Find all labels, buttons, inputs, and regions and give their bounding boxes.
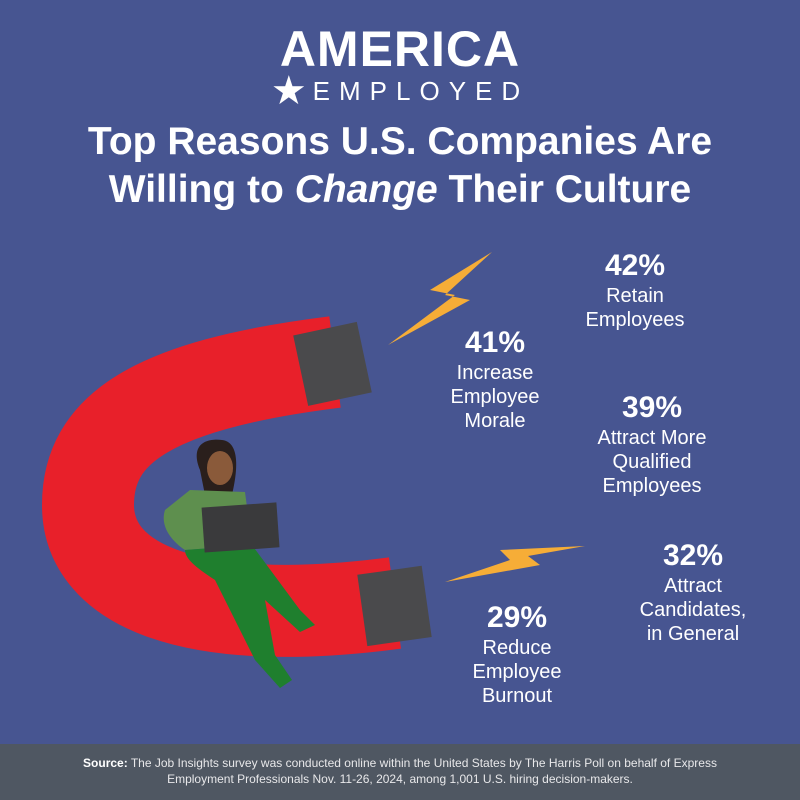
- stat-label: in General: [646, 623, 740, 645]
- title-line-1: Top Reasons U.S. Companies Are: [87, 120, 713, 163]
- stat-label: Burnout: [481, 685, 553, 707]
- stat-attract-qualified: 39% Attract More Qualified Employees: [582, 390, 722, 498]
- stat-percent: 39%: [621, 391, 683, 424]
- stat-label: Reduce: [482, 637, 552, 659]
- stat-retain-employees: 42% Retain Employees: [565, 248, 705, 332]
- stat-increase-morale: 41% Increase Employee Morale: [425, 325, 565, 433]
- stat-label: Candidates,: [639, 599, 747, 621]
- stat-percent: 29%: [486, 601, 548, 634]
- logo: AMERICA ★ EMPLOYED: [0, 21, 800, 113]
- lightning-bolt-icon: [388, 252, 492, 345]
- title-text: Willing to: [108, 168, 295, 211]
- magnet-bottom-cap: [357, 565, 432, 647]
- title-emphasis: Change: [294, 168, 438, 211]
- stat-label: Attract: [664, 575, 722, 597]
- stat-label: Employees: [602, 475, 702, 497]
- magnet-top-cap: [293, 321, 372, 406]
- lightning-bolt-icon: [445, 546, 585, 582]
- stat-percent: 32%: [662, 539, 724, 572]
- stat-label: Employee: [472, 661, 562, 683]
- stat-label: Increase: [456, 362, 534, 384]
- star-icon: ★: [270, 69, 307, 113]
- stat-label: Employee: [450, 386, 540, 408]
- stat-percent: 41%: [464, 326, 526, 359]
- stat-label: Retain: [606, 285, 664, 307]
- source-footer: Source: The Job Insights survey was cond…: [0, 744, 800, 800]
- stat-label: Qualified: [612, 451, 692, 473]
- title-line-2: Willing to Change Their Culture: [0, 166, 800, 214]
- footer-line-1: Source: The Job Insights survey was cond…: [0, 755, 800, 771]
- stat-label: Employees: [585, 309, 685, 331]
- person-illustration: [163, 439, 315, 688]
- logo-top-text: AMERICA: [279, 21, 521, 77]
- stat-label: Attract More: [597, 427, 707, 449]
- title-text: Their Culture: [437, 168, 692, 211]
- footer-line-2: Employment Professionals Nov. 11-26, 202…: [167, 772, 633, 786]
- source-text: The Job Insights survey was conducted on…: [127, 756, 717, 770]
- logo-bottom-text: EMPLOYED: [312, 76, 530, 106]
- stat-attract-candidates: 32% Attract Candidates, in General: [623, 538, 763, 646]
- stat-reduce-burnout: 29% Reduce Employee Burnout: [447, 600, 587, 708]
- page-title: Top Reasons U.S. Companies Are Willing t…: [0, 118, 800, 214]
- stat-label: Morale: [464, 410, 526, 432]
- logo-bottom-row: ★ EMPLOYED: [0, 69, 800, 113]
- stat-percent: 42%: [604, 249, 666, 282]
- source-label: Source:: [83, 756, 128, 770]
